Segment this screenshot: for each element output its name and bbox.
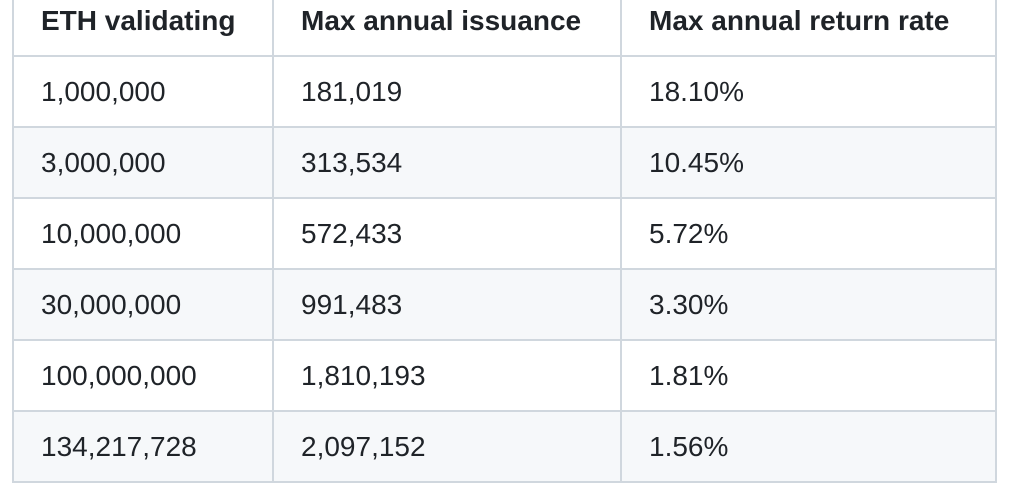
max-annual-issuance-cell: 991,483 (272, 268, 622, 341)
header-max-annual-return-rate: Max annual return rate (620, 0, 997, 57)
max-annual-return-rate-cell: 10.45% (620, 126, 997, 199)
table-row: 1,000,000 181,019 18.10% (12, 55, 997, 128)
max-annual-issuance-cell: 181,019 (272, 55, 622, 128)
max-annual-issuance-cell: 313,534 (272, 126, 622, 199)
table-row: 10,000,000 572,433 5.72% (12, 197, 997, 270)
table-header: ETH validating Max annual issuance Max a… (12, 0, 997, 57)
issuance-table-container: ETH validating Max annual issuance Max a… (12, 0, 997, 483)
header-max-annual-issuance: Max annual issuance (272, 0, 622, 57)
max-annual-return-rate-cell: 1.81% (620, 339, 997, 412)
max-annual-issuance-cell: 572,433 (272, 197, 622, 270)
max-annual-return-rate-cell: 1.56% (620, 410, 997, 483)
eth-validating-cell: 100,000,000 (12, 339, 274, 412)
header-row: ETH validating Max annual issuance Max a… (12, 0, 997, 57)
table-row: 134,217,728 2,097,152 1.56% (12, 410, 997, 483)
table-body: 1,000,000 181,019 18.10% 3,000,000 313,5… (12, 55, 997, 483)
max-annual-return-rate-cell: 3.30% (620, 268, 997, 341)
max-annual-return-rate-cell: 18.10% (620, 55, 997, 128)
eth-validating-cell: 1,000,000 (12, 55, 274, 128)
eth-validating-cell: 3,000,000 (12, 126, 274, 199)
issuance-table: ETH validating Max annual issuance Max a… (12, 0, 997, 483)
eth-validating-cell: 134,217,728 (12, 410, 274, 483)
eth-validating-cell: 10,000,000 (12, 197, 274, 270)
max-annual-issuance-cell: 2,097,152 (272, 410, 622, 483)
max-annual-return-rate-cell: 5.72% (620, 197, 997, 270)
header-eth-validating: ETH validating (12, 0, 274, 57)
eth-validating-cell: 30,000,000 (12, 268, 274, 341)
table-row: 3,000,000 313,534 10.45% (12, 126, 997, 199)
table-row: 100,000,000 1,810,193 1.81% (12, 339, 997, 412)
table-row: 30,000,000 991,483 3.30% (12, 268, 997, 341)
max-annual-issuance-cell: 1,810,193 (272, 339, 622, 412)
